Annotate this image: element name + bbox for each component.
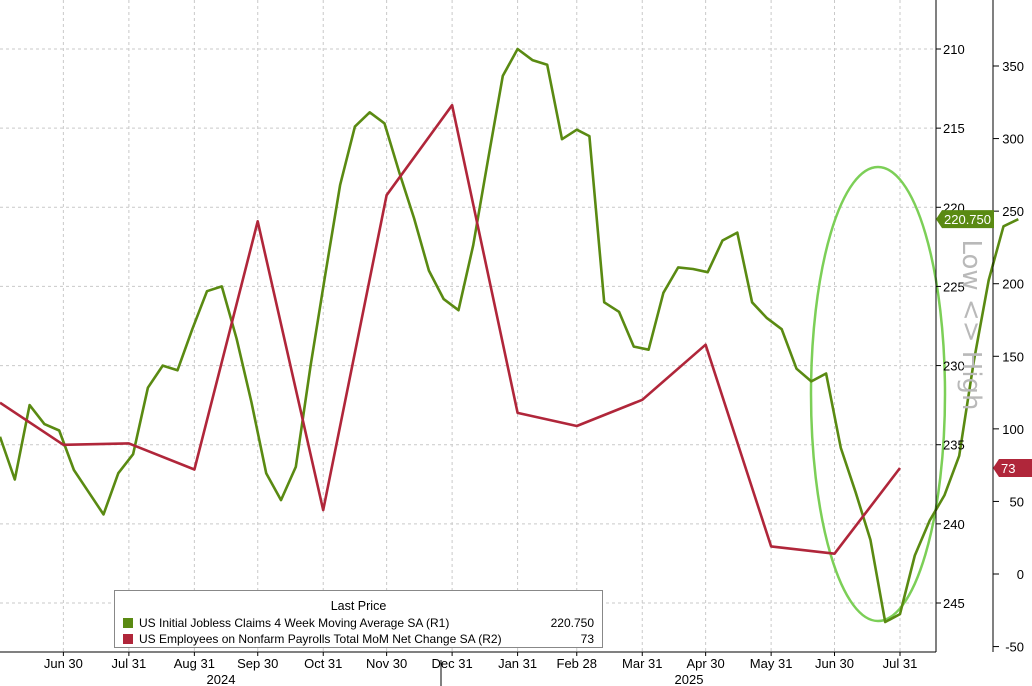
r2-tick-label: 200	[1002, 277, 1024, 292]
r2-tick-label: 300	[1002, 132, 1024, 147]
legend-item-payrolls: US Employees on Nonfarm Payrolls Total M…	[123, 632, 594, 648]
r1-tick-label: 210	[943, 42, 965, 57]
r1-tick-label: 245	[943, 596, 965, 611]
legend-label-claims: US Initial Jobless Claims 4 Week Moving …	[139, 616, 450, 630]
legend-label-payrolls: US Employees on Nonfarm Payrolls Total M…	[139, 632, 502, 646]
last-value-tag-payrolls: 73	[1001, 461, 1015, 476]
last-value-tag-claims: 220.750	[944, 212, 991, 227]
year-label: 2024	[207, 672, 236, 686]
x-tick-label: Dec 31	[432, 656, 473, 671]
x-tick-label: Aug 31	[174, 656, 215, 671]
legend-header: Last Price	[330, 599, 387, 613]
series-line-payrolls	[0, 103, 902, 556]
year-label: 2025	[675, 672, 704, 686]
legend-value-claims: 220.750	[550, 616, 594, 630]
r2-tick-label: 50	[1010, 494, 1024, 509]
legend-value-payrolls: 73	[580, 632, 594, 646]
r1-tick-label: 230	[943, 359, 965, 374]
r2-tick-label: -50	[1005, 640, 1024, 655]
x-tick-label: Jan 31	[498, 656, 537, 671]
last-value-tag-payrolls-bg	[993, 459, 1032, 478]
legend: Last Price US Initial Jobless Claims 4 W…	[114, 590, 603, 648]
r1-tick-label: 225	[943, 279, 965, 294]
x-tick-label: May 31	[750, 656, 793, 671]
last-value-tag-claims-bg	[936, 210, 994, 229]
low-high-annotation: Low <> High	[956, 239, 986, 410]
r1-tick-label: 215	[943, 121, 965, 136]
legend-swatch-claims	[123, 618, 133, 628]
r2-tick-label: 100	[1002, 422, 1024, 437]
r2-tick-label: 250	[1002, 204, 1024, 219]
r2-tick-label: 350	[1002, 59, 1024, 74]
r1-tick-label: 240	[943, 517, 965, 532]
legend-swatch-payrolls	[123, 634, 133, 644]
x-tick-label: Jun 30	[44, 656, 83, 671]
x-tick-label: Jun 30	[815, 656, 854, 671]
r2-tick-label: 150	[1002, 349, 1024, 364]
r2-tick-label: 0	[1017, 567, 1024, 582]
legend-item-claims: US Initial Jobless Claims 4 Week Moving …	[123, 616, 594, 632]
x-tick-label: Jul 31	[883, 656, 918, 671]
x-tick-label: Sep 30	[237, 656, 278, 671]
x-tick-label: Oct 31	[304, 656, 342, 671]
x-tick-label: Feb 28	[557, 656, 597, 671]
r1-tick-label: 235	[943, 438, 965, 453]
x-tick-label: Nov 30	[366, 656, 407, 671]
series-line-claims	[0, 47, 1019, 624]
x-tick-label: Apr 30	[686, 656, 724, 671]
x-tick-label: Jul 31	[112, 656, 147, 671]
x-tick-label: Mar 31	[622, 656, 662, 671]
highlight-ellipse	[809, 165, 947, 623]
